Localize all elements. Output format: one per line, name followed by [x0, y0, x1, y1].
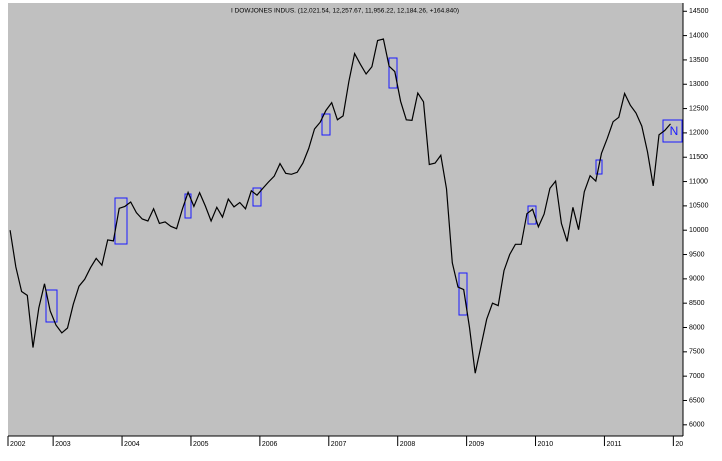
y-tick-label: 10500 — [689, 203, 709, 210]
pattern-box — [458, 272, 468, 316]
y-tick-label: 13500 — [689, 57, 709, 64]
pattern-box — [595, 159, 603, 175]
pattern-box — [388, 57, 398, 89]
y-tick-label: 8000 — [689, 324, 705, 331]
y-tick-label: 11000 — [689, 178, 708, 185]
y-tick-label: 14000 — [689, 32, 709, 39]
y-tick-label: 9000 — [689, 276, 705, 283]
y-tick-label: 14500 — [689, 8, 709, 15]
x-tick-label: 2009 — [469, 441, 485, 448]
x-tick-label: 2005 — [193, 441, 209, 448]
y-tick-label: 9500 — [689, 251, 705, 258]
annotation: N — [670, 124, 679, 138]
x-tick-label: 20 — [675, 441, 683, 448]
x-tick-label: 2004 — [124, 441, 140, 448]
y-tick-label: 6500 — [689, 397, 705, 404]
pattern-box — [321, 113, 331, 136]
plot-area — [8, 3, 683, 436]
y-tick-label: 12000 — [689, 130, 709, 137]
y-tick-label: 8500 — [689, 300, 705, 307]
y-tick-label: 7000 — [689, 373, 705, 380]
y-tick-label: 13000 — [689, 81, 709, 88]
y-tick-label: 10000 — [689, 227, 709, 234]
x-tick-label: 2002 — [10, 441, 26, 448]
y-tick-label: 7500 — [689, 349, 705, 356]
pattern-box — [252, 187, 262, 207]
pattern-box — [527, 205, 537, 225]
pattern-box — [662, 119, 683, 143]
x-tick-label: 2010 — [538, 441, 554, 448]
x-tick-label: 2008 — [400, 441, 416, 448]
y-tick-label: 11500 — [689, 154, 708, 161]
x-tick-label: 2003 — [55, 441, 71, 448]
price-line — [9, 38, 671, 374]
x-tick-label: 2007 — [331, 441, 347, 448]
x-tick-label: 2006 — [262, 441, 278, 448]
pattern-box — [114, 197, 128, 245]
y-tick-label: 12500 — [689, 105, 709, 112]
x-tick-label: 2011 — [606, 441, 621, 448]
pattern-box — [45, 289, 58, 323]
y-tick-label: 6000 — [689, 422, 705, 429]
chart-title: I DOWJONES INDUS. (12,021.54, 12,257.67,… — [231, 8, 459, 15]
